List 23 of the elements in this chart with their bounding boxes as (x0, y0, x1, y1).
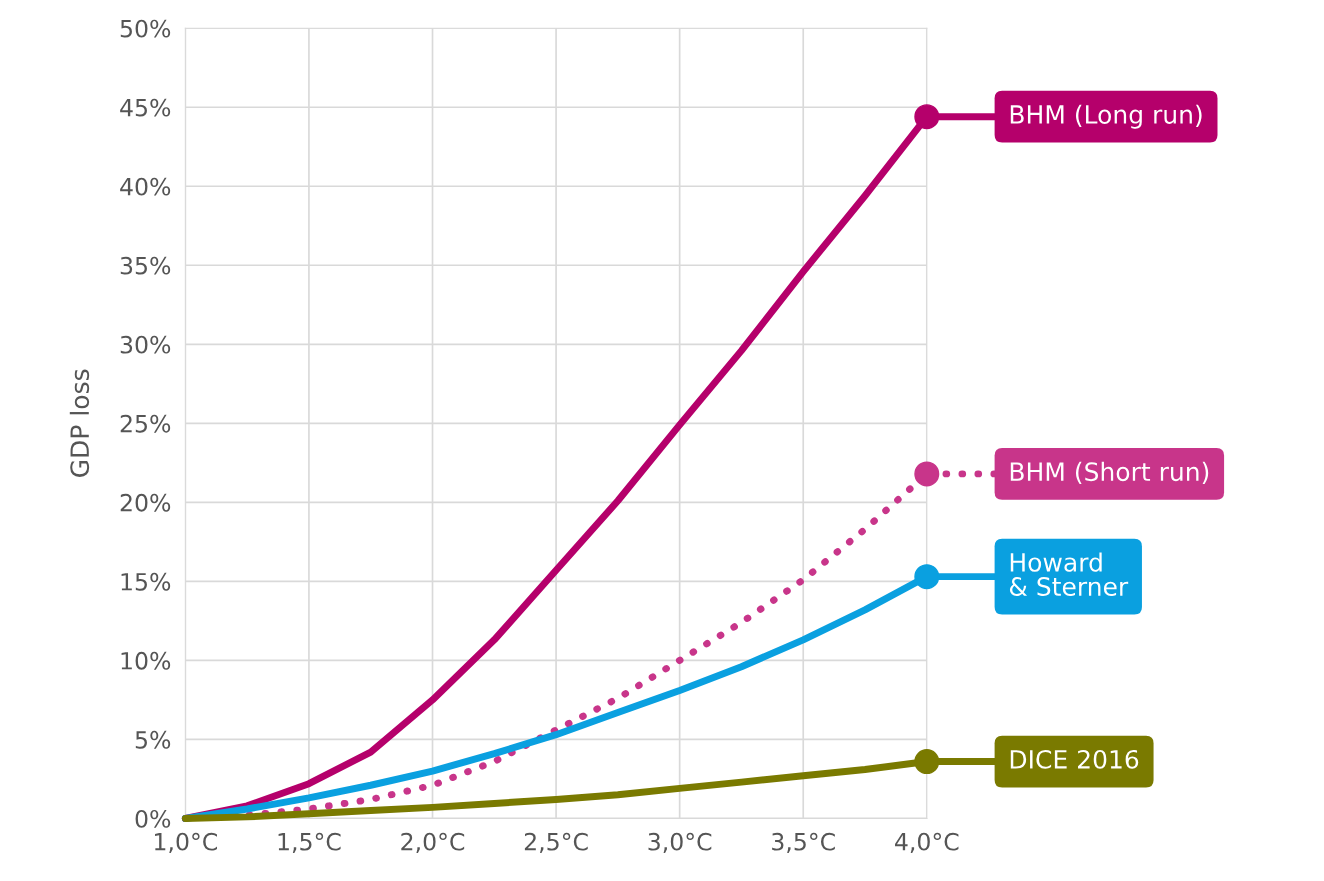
y-tick-label: 5% (135, 730, 171, 749)
x-tick-label: 3,0°C (648, 832, 712, 854)
y-tick-label: 40% (120, 177, 171, 196)
y-tick-label: 45% (120, 98, 171, 117)
legend-label: BHM (Short run) (1010, 461, 1209, 485)
x-tick-label: 2,5°C (524, 832, 588, 854)
y-tick-label: 25% (120, 414, 171, 433)
x-tick-label: 3,5°C (772, 832, 835, 854)
y-tick-label: 30% (120, 335, 171, 354)
y-tick-label: 20% (120, 493, 171, 512)
y-tick-label: 50% (120, 19, 171, 38)
x-tick-label: 4,0°C (895, 832, 959, 854)
legend-label: Howard & Sterner (1009, 552, 1129, 596)
y-axis-title: GDP loss (69, 369, 90, 477)
y-tick-label: 15% (121, 572, 171, 591)
y-tick-label: 0% (135, 809, 171, 828)
legend-label: DICE 2016 (1010, 749, 1139, 769)
x-tick-label: 2,0°C (401, 832, 465, 854)
y-tick-label: 10% (121, 651, 171, 670)
x-tick-label: 1,5°C (278, 832, 341, 854)
y-tick-label: 35% (120, 256, 171, 275)
x-tick-label: 1,0°C (155, 832, 217, 854)
legend-label: BHM (Long run) (1010, 104, 1202, 129)
